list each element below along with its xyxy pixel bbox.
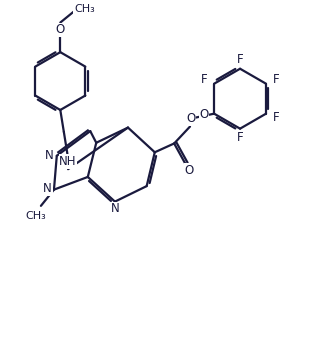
Text: F: F bbox=[237, 53, 243, 67]
Text: N: N bbox=[111, 202, 120, 215]
Text: CH₃: CH₃ bbox=[25, 211, 46, 221]
Text: N: N bbox=[43, 182, 52, 195]
Text: O: O bbox=[184, 164, 194, 177]
Text: NH: NH bbox=[59, 155, 77, 168]
Text: O: O bbox=[186, 112, 195, 125]
Text: O: O bbox=[56, 23, 65, 36]
Text: N: N bbox=[45, 148, 54, 162]
Text: F: F bbox=[273, 73, 279, 86]
Text: F: F bbox=[237, 131, 243, 144]
Text: F: F bbox=[201, 73, 208, 86]
Text: O: O bbox=[200, 108, 209, 121]
Text: CH₃: CH₃ bbox=[74, 4, 95, 14]
Text: F: F bbox=[273, 111, 279, 124]
